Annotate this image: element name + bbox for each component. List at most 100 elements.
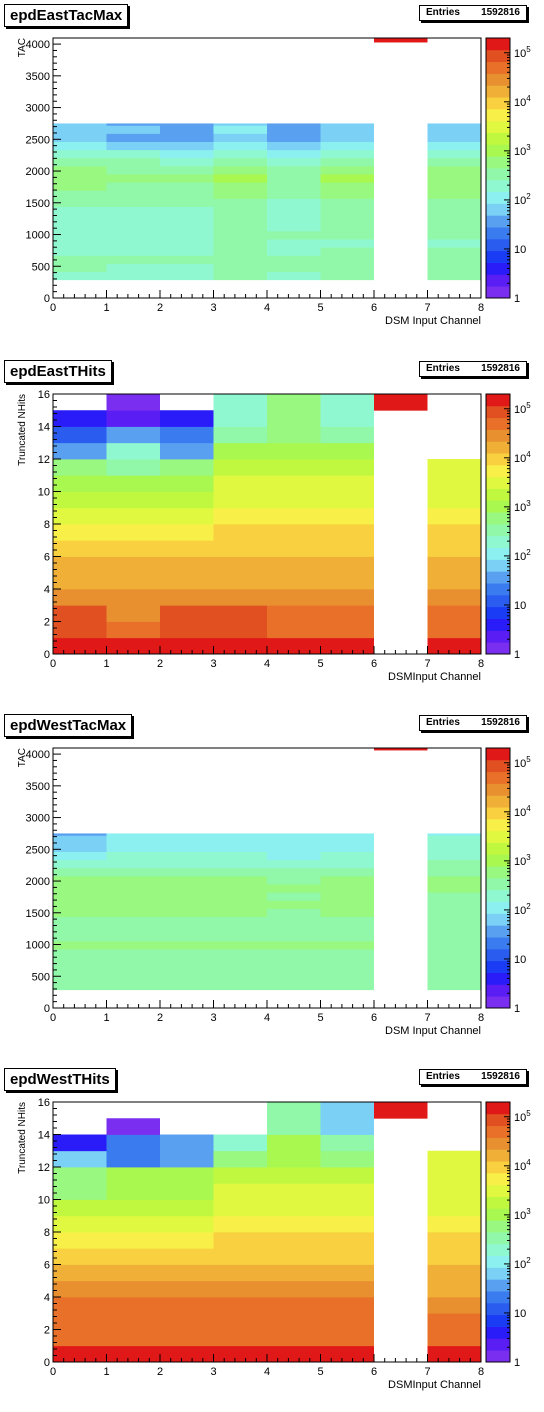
heatmap-cell	[53, 190, 107, 199]
y-tick-label: 8	[44, 1227, 50, 1239]
heatmap-cell	[267, 263, 321, 272]
heatmap-cell	[427, 851, 481, 861]
heatmap-cell	[267, 1248, 321, 1265]
heatmap-cell	[427, 965, 481, 974]
heatmap-cell	[320, 1329, 374, 1347]
z-tick-exponent: 4	[526, 1158, 531, 1167]
heatmap-cell	[213, 247, 267, 256]
heatmap-cell	[106, 426, 160, 444]
heatmap-cell	[320, 1345, 374, 1363]
heatmap-cell	[213, 442, 267, 460]
heatmap-cell	[267, 1118, 321, 1135]
heatmap-cell	[320, 884, 374, 893]
heatmap-cell	[160, 916, 214, 926]
z-tick-label: 103	[514, 499, 531, 514]
heatmap-cell	[213, 1150, 267, 1168]
heatmap-cell	[320, 908, 374, 917]
heatmap-cell	[320, 1264, 374, 1282]
heatmap-cell	[427, 605, 481, 622]
y-tick-label: 10	[38, 487, 50, 499]
palette-frame	[485, 37, 511, 299]
heatmap-cell	[374, 38, 428, 43]
palette-swatch	[486, 1113, 510, 1127]
z-tick-label: 104	[514, 450, 531, 465]
heatmap-cell	[106, 957, 160, 966]
heatmap-cell	[213, 214, 267, 224]
heatmap-cell	[160, 491, 214, 509]
heatmap-cell	[106, 475, 160, 492]
heatmap-cell	[160, 141, 214, 151]
x-tick-label: 3	[210, 1012, 216, 1024]
heatmap-cell	[320, 165, 374, 175]
z-tick-label: 1	[514, 293, 520, 305]
heatmap-cell	[267, 157, 321, 167]
heatmap-cell	[267, 182, 321, 191]
heatmap-cells	[53, 1102, 481, 1363]
heatmap-cell	[160, 540, 214, 557]
heatmap-cell	[106, 190, 160, 199]
heatmap-cell	[160, 932, 214, 942]
heatmap-cell	[106, 973, 160, 982]
palette-swatch	[486, 842, 510, 855]
heatmap-cell	[267, 1167, 321, 1184]
heatmap-cell	[53, 141, 107, 151]
heatmap-cell	[213, 1313, 267, 1330]
palette-swatch	[486, 227, 510, 240]
heatmap-cell	[427, 1329, 481, 1347]
y-tick-label: 4000	[26, 749, 50, 761]
heatmap-cell	[213, 165, 267, 175]
palette-swatch	[486, 156, 510, 169]
palette-swatch	[486, 571, 510, 584]
x-tick-label: 5	[317, 658, 323, 670]
heatmap-cell	[213, 900, 267, 909]
heatmap-cell	[427, 981, 481, 991]
heatmap-cell	[427, 589, 481, 606]
x-tick-label: 0	[50, 658, 56, 670]
heatmap-cell	[213, 835, 267, 844]
y-tick-label: 2500	[26, 134, 50, 146]
heatmap-cell	[427, 932, 481, 942]
heatmap-cell	[160, 843, 214, 852]
heatmap-cell	[320, 149, 374, 159]
heatmap-cell	[213, 1280, 267, 1298]
palette-swatch	[486, 984, 510, 997]
heatmap-cell	[320, 949, 374, 958]
x-tick-label: 7	[424, 1366, 430, 1378]
y-tick-label: 2500	[26, 844, 50, 856]
heatmap-cell	[427, 916, 481, 926]
y-tick-label: 3500	[26, 781, 50, 793]
heatmap-cell	[267, 1264, 321, 1282]
heatmap-cell	[267, 589, 321, 606]
heatmap-cell	[106, 949, 160, 958]
palette-swatch	[486, 547, 510, 560]
heatmap-cell	[320, 833, 374, 836]
palette-swatch	[486, 394, 510, 407]
palette-swatch	[486, 1102, 510, 1115]
palette-swatch	[486, 1208, 510, 1221]
heatmap-cell	[160, 875, 214, 885]
heatmap-cell	[213, 1297, 267, 1314]
heatmap-cell	[106, 141, 160, 151]
heatmap-cell	[53, 884, 107, 893]
palette-swatch	[486, 191, 510, 204]
heatmap-cell	[427, 900, 481, 909]
heatmap-cell	[106, 1248, 160, 1265]
heatmap-cell	[160, 900, 214, 909]
x-axis-label: DSMInput Channel	[388, 1379, 481, 1391]
heatmap-cell	[267, 867, 321, 877]
heatmap-cell	[267, 125, 321, 134]
heatmap-cell	[213, 908, 267, 917]
heatmap-cell	[213, 271, 267, 281]
heatmap-cell	[160, 957, 214, 966]
heatmap-cell	[53, 572, 107, 590]
heatmap-cell	[106, 851, 160, 861]
y-tick-label: 500	[32, 261, 50, 273]
heatmap-cell	[320, 491, 374, 509]
panel-epdWestTHits: epdWestTHits Entries 1592816 0 1 2 3 4 5 6 7 8 DS…	[0, 1064, 544, 1412]
heatmap-cell	[160, 1167, 214, 1184]
heatmap-cell	[213, 940, 267, 950]
heatmap-cell	[53, 589, 107, 606]
heatmap-cell	[53, 932, 107, 942]
heatmap-cell	[53, 957, 107, 966]
palette-swatch	[486, 1302, 510, 1316]
